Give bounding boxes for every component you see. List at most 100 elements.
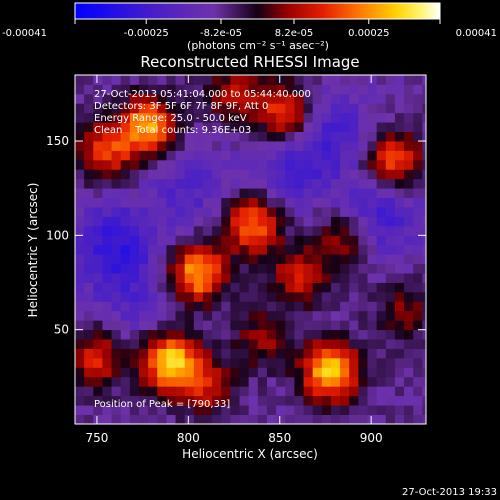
heatmap-pixel (84, 207, 94, 217)
heatmap-pixel (422, 103, 426, 114)
heatmap-pixel (111, 75, 122, 85)
heatmap-pixel (376, 84, 387, 95)
heatmap-pixel (376, 282, 387, 293)
heatmap-pixel (239, 386, 250, 397)
heatmap-pixel (303, 207, 314, 217)
heatmap-pixel (184, 216, 195, 227)
heatmap-pixel (266, 207, 277, 217)
heatmap-pixel (266, 150, 277, 161)
heatmap-pixel (349, 131, 359, 142)
heatmap-pixel (230, 386, 240, 397)
heatmap-pixel (422, 150, 426, 161)
heatmap-pixel (312, 197, 323, 208)
heatmap-pixel (257, 235, 268, 246)
heatmap-pixel (166, 131, 176, 142)
heatmap-pixel (376, 254, 387, 265)
heatmap-pixel (111, 367, 122, 378)
heatmap-pixel (221, 169, 231, 180)
heatmap-pixel (84, 150, 94, 161)
heatmap-pixel (321, 329, 332, 340)
heatmap-pixel (394, 150, 405, 161)
heatmap-pixel (340, 405, 350, 415)
heatmap-pixel (157, 291, 167, 302)
heatmap-pixel (367, 188, 378, 199)
heatmap-pixel (321, 254, 332, 265)
heatmap-pixel (75, 93, 85, 104)
heatmap-pixel (111, 131, 122, 142)
heatmap-pixel (385, 348, 396, 359)
heatmap-pixel (230, 244, 240, 255)
heatmap-pixel (75, 141, 85, 151)
heatmap-pixel (294, 405, 304, 415)
heatmap-pixel (394, 244, 405, 255)
heatmap-pixel (248, 235, 259, 246)
heatmap-pixel (276, 395, 286, 406)
heatmap-pixel (385, 169, 396, 180)
heatmap-pixel (221, 235, 231, 246)
heatmap-pixel (230, 263, 240, 274)
heatmap-pixel (202, 291, 213, 302)
heatmap-pixel (230, 141, 240, 151)
heatmap-pixel (321, 273, 332, 283)
heatmap-pixel (120, 141, 131, 151)
heatmap-pixel (184, 414, 195, 424)
heatmap-pixel (202, 131, 213, 142)
heatmap-pixel (248, 216, 259, 227)
heatmap-pixel (129, 122, 140, 132)
heatmap-pixel (75, 122, 85, 132)
heatmap-pixel (193, 75, 204, 85)
heatmap-pixel (367, 197, 378, 208)
heatmap-pixel (138, 310, 149, 321)
heatmap-pixel (248, 197, 259, 208)
heatmap-pixel (138, 263, 149, 274)
y-tick-label: 150 (46, 134, 69, 148)
colorbar-tick-label: -8.2e-05 (200, 28, 242, 39)
heatmap-pixel (340, 197, 350, 208)
heatmap-pixel (221, 301, 231, 312)
heatmap-pixel (394, 263, 405, 274)
heatmap-pixel (202, 395, 213, 406)
heatmap-pixel (294, 357, 304, 368)
heatmap-pixel (175, 320, 186, 331)
heatmap-pixel (257, 112, 268, 123)
heatmap-pixel (294, 282, 304, 293)
heatmap-pixel (111, 254, 122, 265)
heatmap-pixel (75, 291, 85, 302)
heatmap-pixel (367, 357, 378, 368)
heatmap-pixel (84, 178, 94, 189)
heatmap-pixel (394, 197, 405, 208)
heatmap-pixel (404, 320, 414, 331)
heatmap-pixel (257, 141, 268, 151)
heatmap-pixel (175, 169, 186, 180)
heatmap-pixel (404, 75, 414, 85)
heatmap-pixel (93, 329, 103, 340)
heatmap-pixel (367, 75, 378, 85)
heatmap-pixel (102, 329, 112, 340)
heatmap-pixel (75, 188, 85, 199)
heatmap-pixel (276, 141, 286, 151)
heatmap-pixel (221, 329, 231, 340)
colorbar-tick-label: 0.00025 (348, 28, 389, 39)
heatmap-pixel (385, 329, 396, 340)
heatmap-pixel (394, 159, 405, 170)
heatmap-pixel (340, 93, 350, 104)
heatmap-pixel (376, 188, 387, 199)
heatmap-pixel (394, 131, 405, 142)
heatmap-pixel (358, 188, 368, 199)
heatmap-pixel (120, 188, 131, 199)
heatmap-pixel (239, 414, 250, 424)
heatmap-pixel (120, 84, 131, 95)
heatmap-pixel (349, 235, 359, 246)
heatmap-pixel (84, 414, 94, 424)
heatmap-pixel (84, 291, 94, 302)
heatmap-pixel (175, 84, 186, 95)
heatmap-pixel (184, 93, 195, 104)
heatmap-pixel (166, 103, 176, 114)
heatmap-pixel (239, 282, 250, 293)
heatmap-pixel (166, 310, 176, 321)
heatmap-pixel (367, 320, 378, 331)
annotation-time-range: 27-Oct-2013 05:41:04.000 to 05:44:40.000 (94, 89, 311, 100)
heatmap-pixel (266, 93, 277, 104)
heatmap-pixel (193, 395, 204, 406)
heatmap-pixel (394, 225, 405, 236)
